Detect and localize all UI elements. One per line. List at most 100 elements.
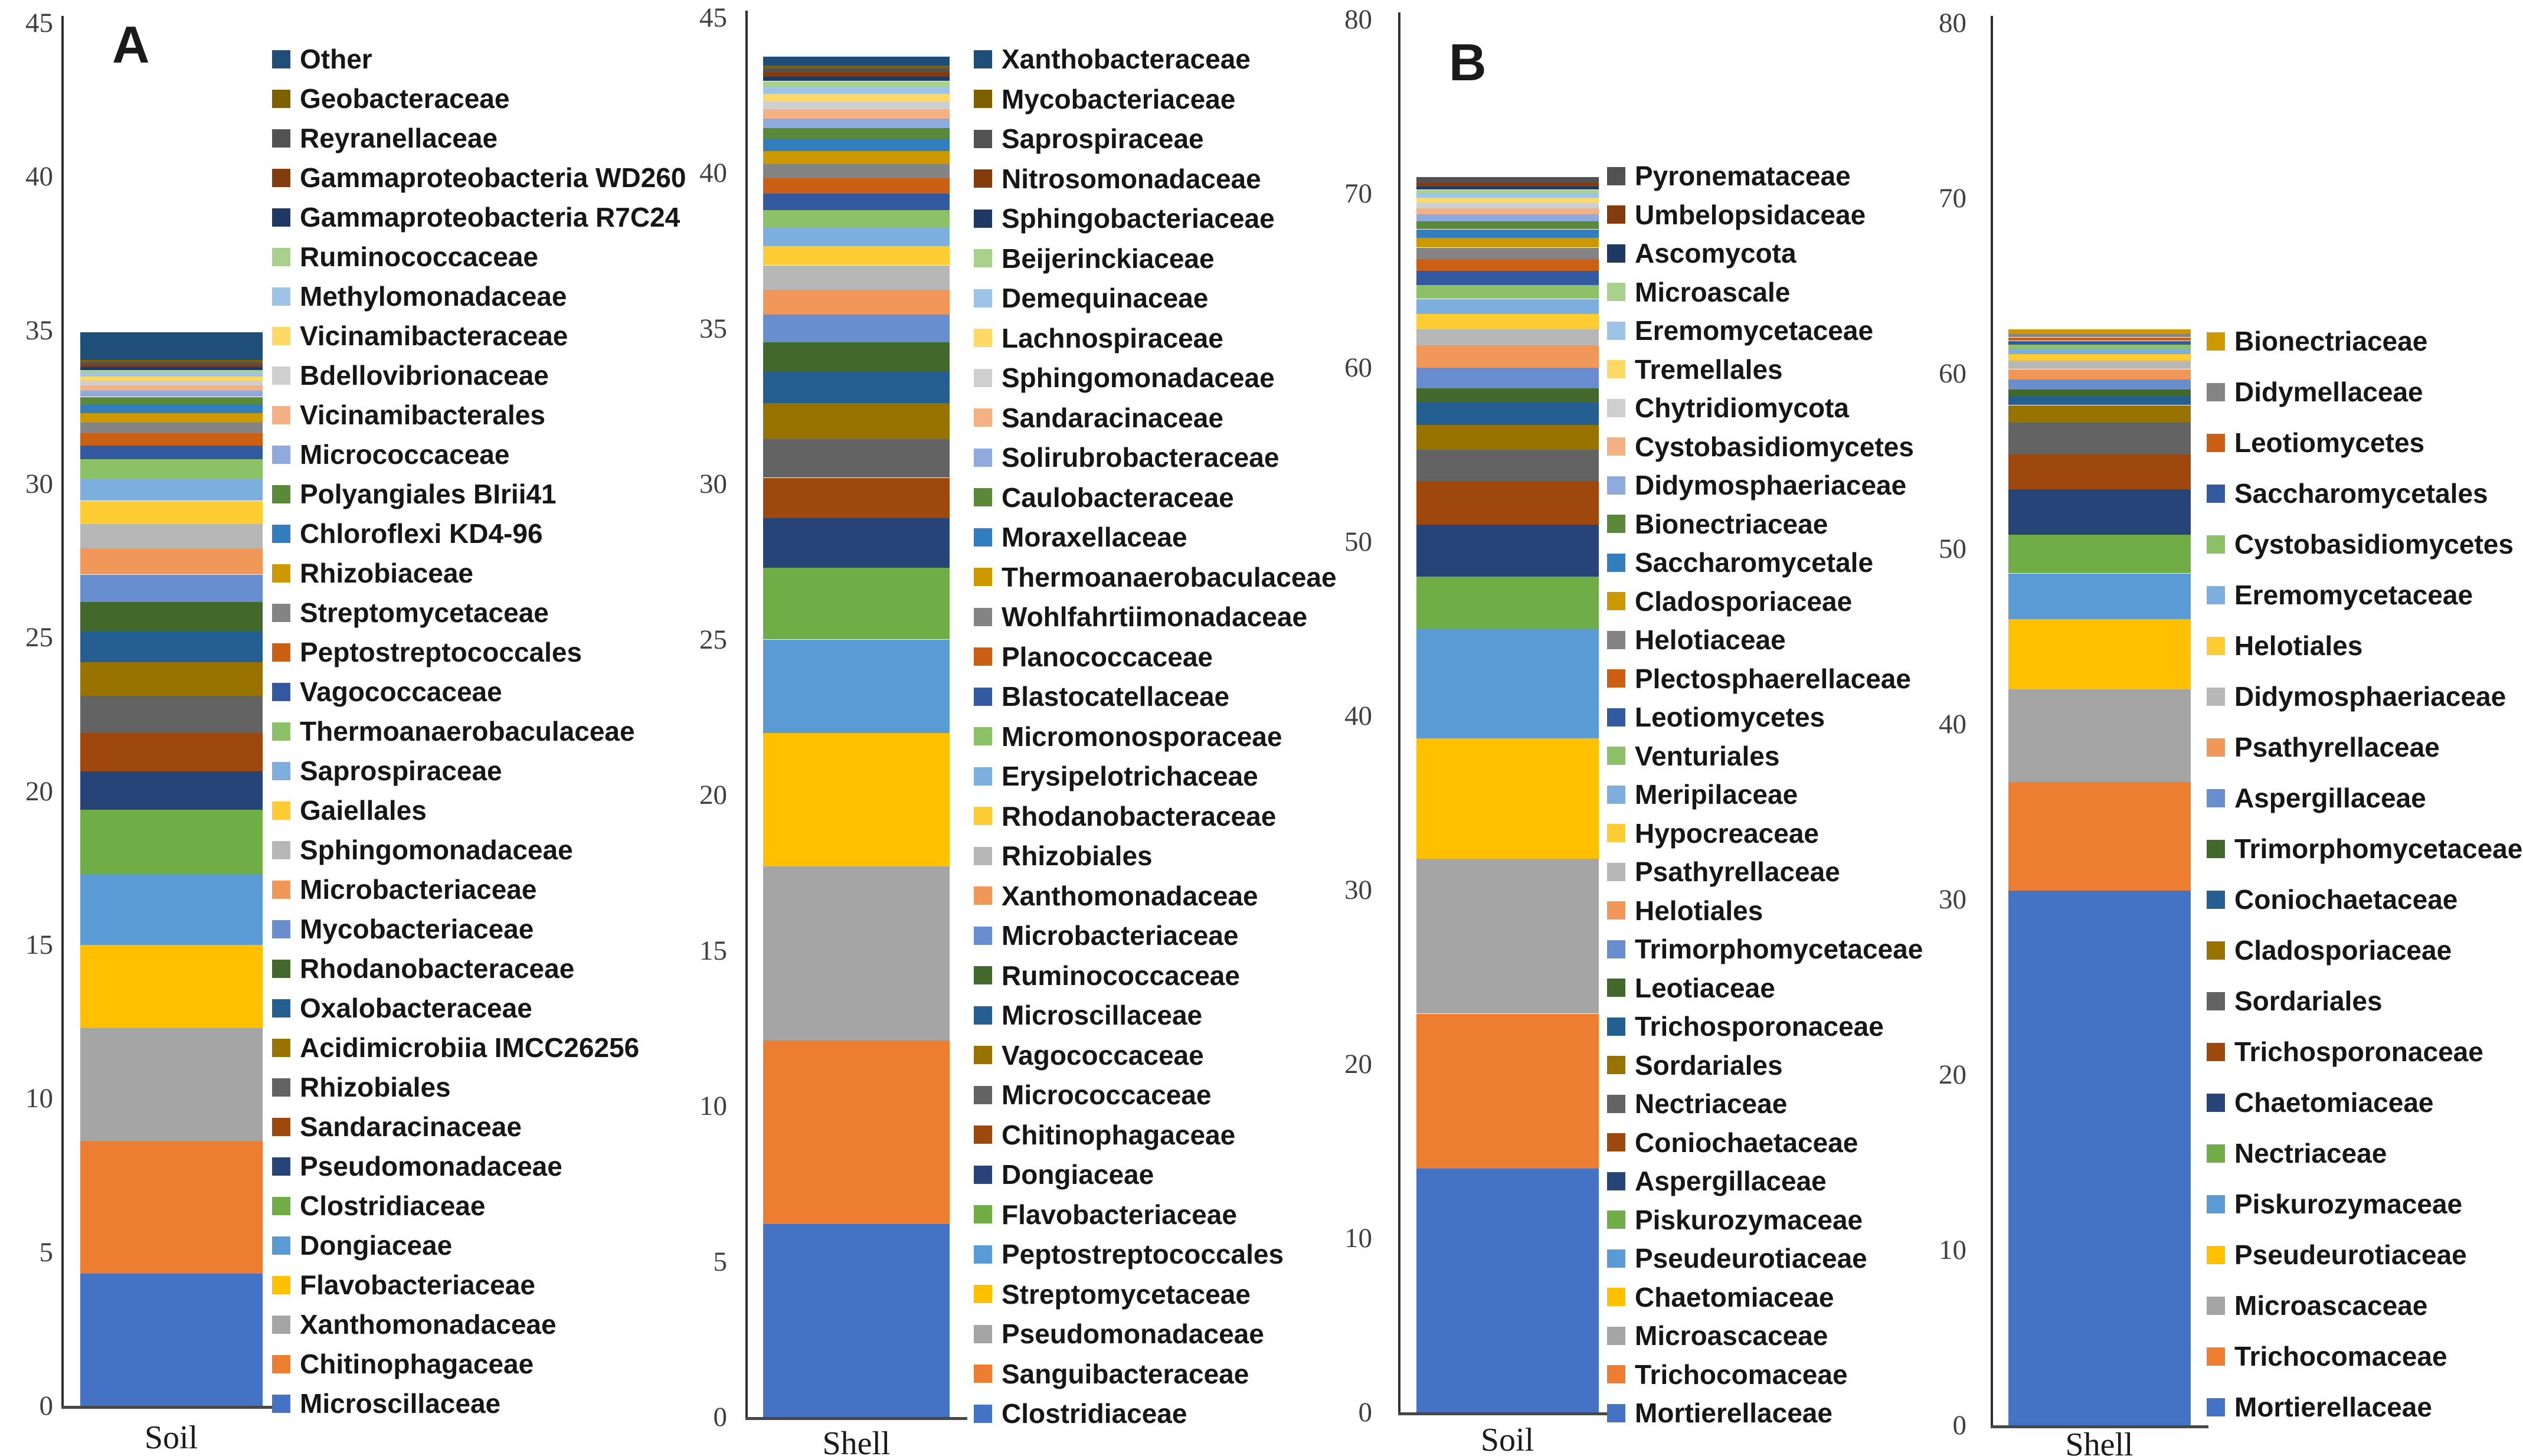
legend-item: Didymosphaeriaceae — [1607, 471, 1906, 499]
y-axis-tick-label: 30 — [25, 468, 53, 499]
legend-item: Bionectriaceae — [2207, 327, 2427, 355]
bar-segment-plectosphaerellaceae — [1416, 259, 1599, 271]
legend-swatch-icon — [272, 168, 290, 187]
bar-segment-gaiellales — [80, 500, 263, 524]
bar-segment-xanthobacteraceae — [763, 56, 950, 66]
legend-item: Xanthomonadaceae — [974, 882, 1258, 910]
bar-segment-didymosphaeriaceae — [2008, 360, 2191, 369]
legend-item: Demequinaceae — [974, 284, 1208, 312]
bar-segment-nectriaceae — [2008, 535, 2191, 574]
legend-item: Trimorphomycetaceae — [1607, 935, 1923, 963]
legend-item: Mortierellaceae — [1607, 1399, 1832, 1427]
bar-segment-eremomycetaceae — [2008, 349, 2191, 355]
legend-item: Chytridiomycota — [1607, 394, 1849, 422]
legend-swatch-icon — [974, 1365, 992, 1383]
bar-segment-aspergillaceae — [2008, 379, 2191, 390]
legend-item: Gammaproteobacteria WD260 — [272, 163, 686, 192]
legend-item: Thermoanaerobaculaceae — [272, 717, 635, 745]
legend-swatch-icon — [1607, 1210, 1625, 1229]
legend-swatch-icon — [974, 966, 992, 984]
legend-swatch-icon — [1607, 1365, 1625, 1383]
legend-item: Vagococcaceae — [974, 1041, 1204, 1069]
y-axis-tick-label: 0 — [1952, 1410, 1967, 1441]
legend-label: Rhizobiales — [1002, 840, 1153, 871]
legend-label: Ascomycota — [1635, 238, 1796, 269]
legend-swatch-icon — [2207, 636, 2225, 655]
legend-item: Nitrosomonadaceae — [974, 165, 1261, 193]
legend-item: Chloroflexi KD4-96 — [272, 519, 543, 548]
legend-item: Micrococcaceae — [272, 440, 509, 469]
legend-label: Xanthobacteraceae — [1002, 44, 1251, 74]
y-axis-tick-label: 70 — [1344, 178, 1372, 209]
legend-label: Other — [300, 44, 372, 74]
legend-item: Acidimicrobiia IMCC26256 — [272, 1033, 639, 1062]
legend-label: Trichocomaceae — [1635, 1359, 1848, 1390]
legend-item: Coniochaetaceae — [2207, 885, 2457, 914]
legend-swatch-icon — [272, 1196, 290, 1215]
legend-swatch-icon — [272, 643, 290, 662]
legend-label: Microascaceae — [1635, 1320, 1828, 1351]
bar-segment-saprospiraceae — [763, 68, 950, 73]
y-axis-tick-label: 45 — [25, 7, 53, 38]
legend-swatch-icon — [974, 926, 992, 945]
legend-label: Moraxellaceae — [1002, 522, 1187, 552]
legend-label: Helotiaceae — [1635, 624, 1786, 655]
legend-swatch-icon — [2207, 585, 2225, 604]
legend-swatch-icon — [272, 761, 290, 780]
legend-label: Sphingobacteriaceae — [1002, 203, 1275, 234]
legend-item: Hypocreaceae — [1607, 819, 1819, 848]
legend-label: Clostridiaceae — [1002, 1398, 1187, 1429]
legend-label: Trichocomaceae — [2234, 1341, 2447, 1372]
bar-segment-solirubrobacteraceae — [763, 118, 950, 128]
legend-item: Sordariales — [1607, 1051, 1783, 1079]
legend-swatch-icon — [1607, 1094, 1625, 1113]
legend-swatch-icon — [272, 959, 290, 978]
legend-swatch-icon — [1607, 901, 1625, 920]
legend-label: Nitrosomonadaceae — [1002, 163, 1261, 194]
legend-label: Microascale — [1635, 276, 1791, 307]
legend-item: Piskurozymaceae — [2207, 1190, 2462, 1218]
legend-label: Microbacteriaceae — [1002, 920, 1239, 951]
legend-label: Mycobacteriaceae — [300, 914, 534, 944]
legend-swatch-icon — [1607, 1056, 1625, 1074]
bar-segment-saprospiraceae — [80, 479, 263, 501]
bar-segment-wohlfahrtiimonadaceae — [763, 164, 950, 178]
legend-swatch-icon — [2207, 1398, 2225, 1416]
legend-swatch-icon — [1607, 244, 1625, 263]
bar-segment-eremomycetaceae — [1416, 194, 1599, 198]
bar-segment-vagococcaceae — [763, 403, 950, 439]
bar-segment-leotiomycetes — [2008, 337, 2191, 341]
bar-segment-hypocreaceae — [1416, 313, 1599, 330]
legend-item: Sphingomonadaceae — [272, 836, 573, 864]
legend-label: Vagococcaceae — [1002, 1039, 1204, 1071]
y-axis-tick-label: 10 — [1344, 1223, 1372, 1254]
legend-swatch-icon — [974, 687, 992, 706]
legend-swatch-icon — [1607, 669, 1625, 688]
legend-swatch-icon — [1607, 862, 1625, 881]
y-axis-tick-label: 15 — [699, 935, 727, 966]
bar-segment-trimorphomycetaceae — [1416, 368, 1599, 389]
legend-swatch-icon — [2207, 992, 2225, 1010]
legend-swatch-icon — [1607, 398, 1625, 417]
legend-label: Rhizobiaceae — [300, 558, 473, 588]
legend-item: Ascomycota — [1607, 239, 1796, 267]
legend-label: Psathyrellaceae — [2234, 732, 2440, 763]
legend-swatch-icon — [2207, 382, 2225, 401]
legend-item: Peptostreptococcales — [272, 638, 582, 666]
legend-label: Reyranellaceae — [300, 123, 498, 153]
legend-swatch-icon — [272, 89, 290, 108]
bar-segment-acidimicrobiia-imcc26256 — [80, 662, 263, 696]
legend-swatch-icon — [974, 1324, 992, 1343]
legend-item: Clostridiaceae — [974, 1399, 1187, 1428]
bar-segment-reyranellaceae — [80, 362, 263, 365]
legend-label: Didymosphaeriaceae — [2234, 681, 2506, 712]
legend-label: Micromonosporaceae — [1002, 721, 1282, 752]
legend-label: Venturiales — [1635, 740, 1780, 771]
legend-swatch-icon — [2207, 1144, 2225, 1163]
legend-item: Gaiellales — [272, 796, 427, 824]
bar-segment-ascomycota — [1416, 186, 1599, 190]
legend-swatch-icon — [272, 1236, 290, 1255]
y-axis-tick-label: 20 — [1344, 1049, 1372, 1079]
legend-swatch-icon — [2207, 433, 2225, 452]
legend-label: Acidimicrobiia IMCC26256 — [300, 1032, 640, 1063]
